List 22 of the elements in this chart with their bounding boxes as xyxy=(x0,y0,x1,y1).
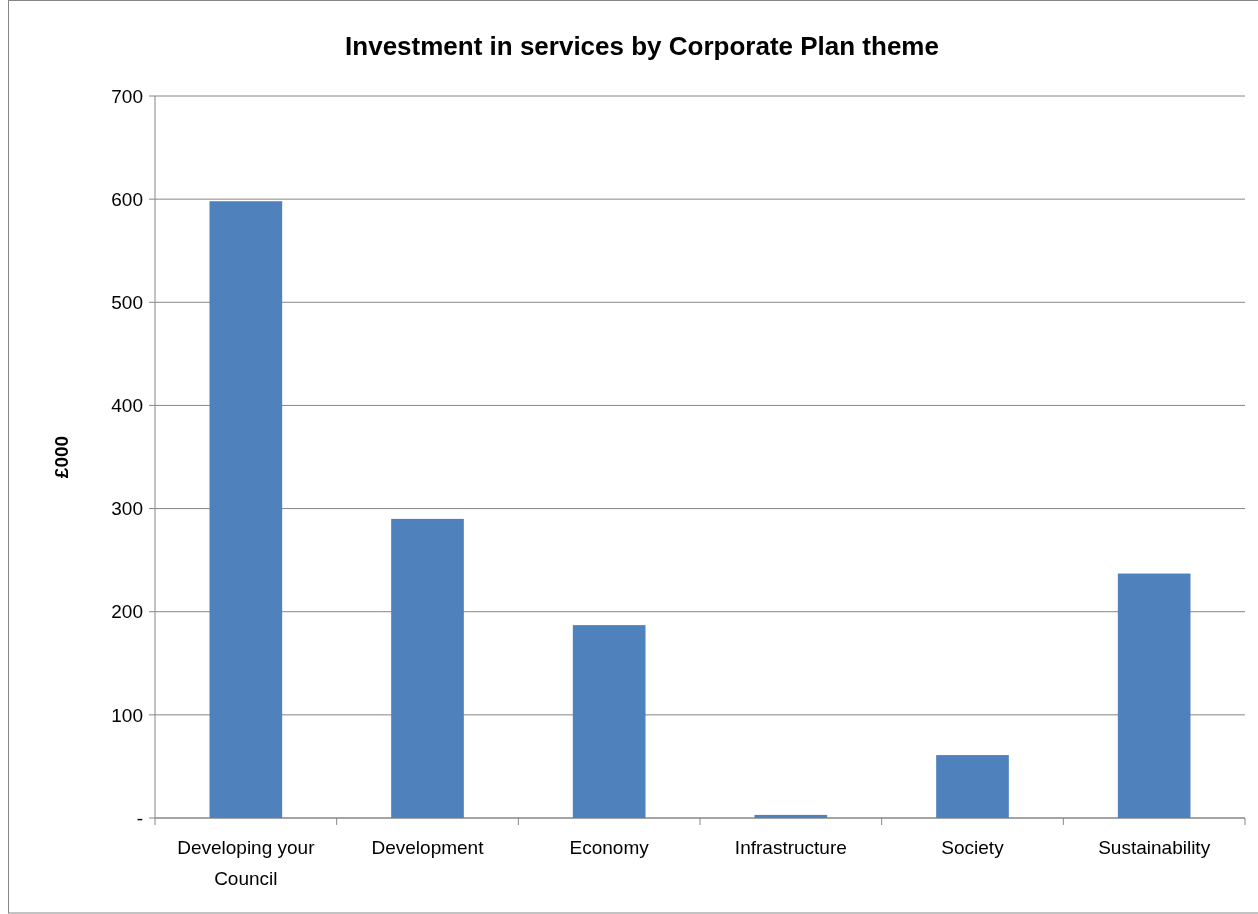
y-axis-title: £000 xyxy=(51,435,72,479)
x-tick-label: Society xyxy=(941,837,1005,858)
bar xyxy=(936,755,1009,818)
bar xyxy=(1117,573,1191,818)
y-tick-label: - xyxy=(136,807,143,829)
x-tick-label: Development xyxy=(371,837,485,858)
y-tick-label: 600 xyxy=(111,188,143,210)
bar xyxy=(572,625,646,818)
bar xyxy=(391,518,464,818)
x-tick-label: Economy xyxy=(569,837,650,858)
y-tick-label: 200 xyxy=(111,601,143,623)
y-tick-label: 700 xyxy=(111,85,143,107)
bar xyxy=(209,201,283,818)
chart-title: Investment in services by Corporate Plan theme xyxy=(345,31,939,61)
y-tick-label: 100 xyxy=(111,704,143,726)
x-tick-label: Developing your Council xyxy=(177,837,316,889)
bar xyxy=(754,814,828,818)
y-tick-label: 400 xyxy=(111,395,143,417)
y-tick-label: 300 xyxy=(111,498,143,520)
x-tick-label: Infrastructure xyxy=(734,837,847,858)
y-tick-label: 500 xyxy=(111,291,143,313)
x-tick-label: Sustainability xyxy=(1098,837,1211,858)
